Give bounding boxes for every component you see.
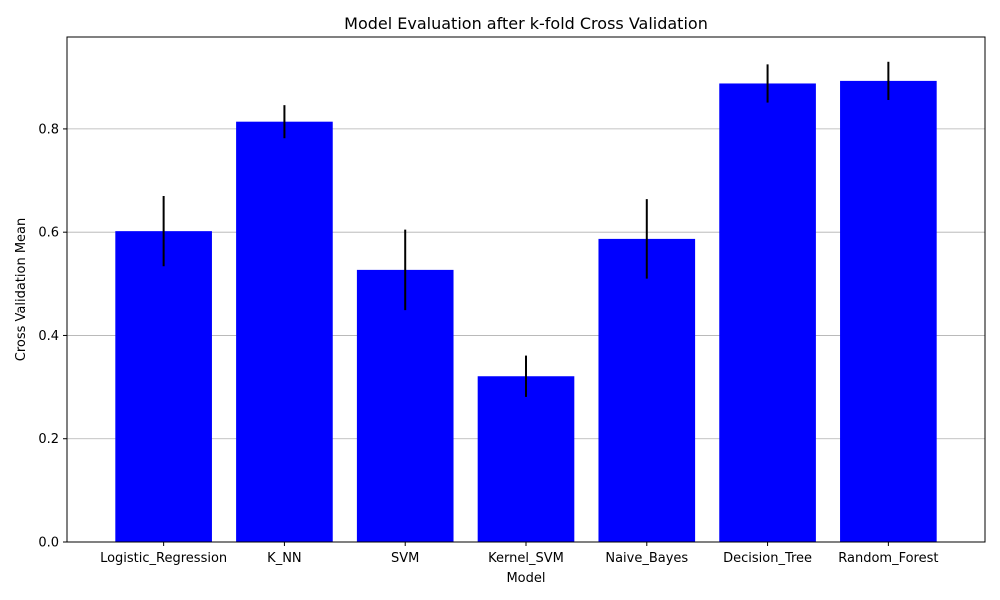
- bar-kernel-svm: [477, 376, 575, 542]
- bars: [115, 80, 937, 543]
- y-axis-ticks: 0.0 0.2 0.4 0.6 0.8: [38, 122, 67, 551]
- error-bars: [162, 61, 890, 397]
- x-tick-label: Naive_Bayes: [605, 551, 688, 566]
- x-axis-label: Model: [506, 571, 545, 586]
- bar-svm: [356, 269, 454, 542]
- bar-naive-bayes: [598, 238, 696, 542]
- bar-random-forest: [840, 80, 937, 542]
- x-axis-ticks: Logistic_Regression K_NN SVM Kernel_SVM Naiv…: [100, 542, 938, 566]
- x-tick-label: Decision_Tree: [723, 551, 812, 566]
- y-tick-label: 0.2: [38, 432, 59, 447]
- chart-title: Model Evaluation after k-fold Cross Vali…: [344, 14, 708, 33]
- bar-k-nn: [236, 121, 333, 542]
- y-tick-label: 0.8: [38, 122, 59, 137]
- y-tick-label: 0.0: [38, 536, 59, 551]
- x-tick-label: Random_Forest: [838, 551, 938, 566]
- x-tick-label: Logistic_Regression: [100, 551, 227, 566]
- x-tick-label: Kernel_SVM: [488, 551, 564, 566]
- x-tick-label: SVM: [391, 551, 419, 566]
- y-axis-label: Cross Validation Mean: [14, 218, 29, 362]
- x-tick-label: K_NN: [267, 551, 301, 566]
- bar-decision-tree: [719, 83, 816, 543]
- bar-logistic-regression: [115, 231, 212, 542]
- y-tick-label: 0.4: [38, 329, 59, 344]
- y-tick-label: 0.6: [38, 226, 59, 241]
